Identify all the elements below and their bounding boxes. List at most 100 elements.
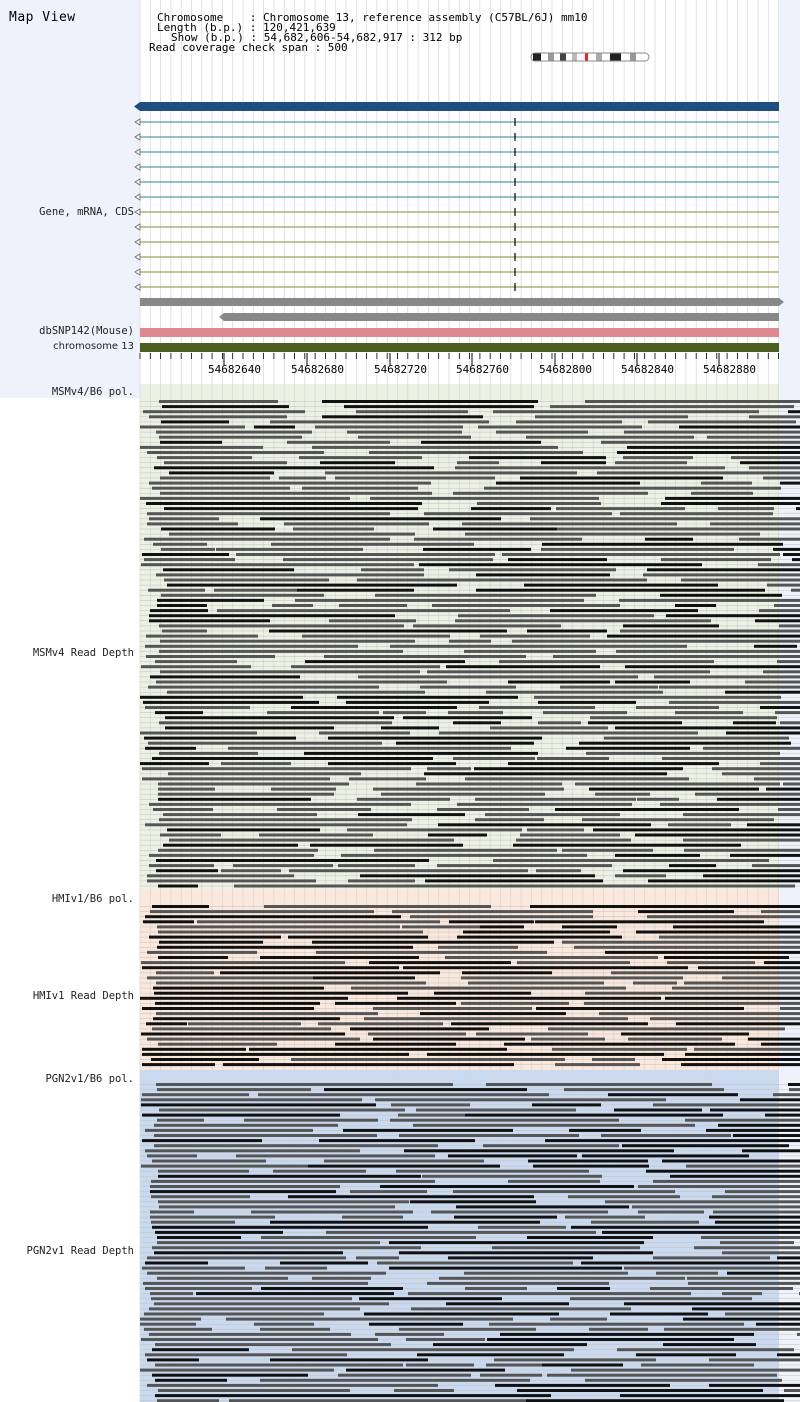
read-bar [659, 935, 800, 939]
read-bar [156, 573, 424, 577]
read-bar [517, 961, 630, 965]
read-bar [154, 1134, 377, 1137]
map-view-title: Map View [9, 10, 76, 25]
read-bar [759, 609, 800, 613]
read-bar [575, 782, 780, 786]
read-bar [142, 1113, 340, 1117]
read-bar [147, 976, 313, 980]
read-bar [315, 425, 463, 429]
read-bar [151, 1179, 435, 1183]
left-panel [0, 0, 140, 398]
read-bar [607, 634, 800, 638]
read-bar [146, 655, 275, 658]
read-bar [163, 813, 317, 817]
read-bar [229, 1399, 526, 1402]
read-bar [454, 1215, 557, 1219]
read-bar [144, 1312, 324, 1316]
read-bar [480, 1373, 542, 1377]
read-bar [147, 1271, 386, 1275]
read-bar [438, 945, 518, 949]
read-bar [140, 425, 245, 429]
read-bar [520, 833, 620, 837]
read-bar [446, 1302, 569, 1306]
read-bar [760, 706, 800, 709]
read-bar [457, 802, 632, 806]
read-bar [601, 1134, 731, 1137]
read-bar [446, 665, 600, 669]
read-bar [492, 1246, 640, 1250]
read-bar [347, 430, 462, 434]
read-bar [433, 527, 557, 531]
transcript-arrow [134, 208, 141, 216]
read-bar [422, 1174, 602, 1178]
read-bar [627, 445, 800, 449]
read-bar [478, 1225, 566, 1229]
read-bar [161, 593, 324, 597]
track-label-hmi-depth: HMIv1 Read Depth [32, 990, 134, 1002]
read-bar [489, 1322, 744, 1326]
read-bar [167, 828, 320, 832]
read-bar [437, 808, 529, 811]
read-bar [589, 1327, 648, 1331]
read-bar [536, 1007, 744, 1010]
read-bar [581, 1261, 800, 1265]
read-bar [163, 843, 298, 847]
read-bar [312, 1276, 371, 1280]
read-bar [155, 1230, 283, 1234]
read-bar [524, 583, 718, 587]
read-bar [158, 1042, 277, 1046]
read-bar [773, 1093, 800, 1097]
read-bar [244, 1118, 378, 1122]
read-bar [226, 1317, 513, 1321]
read-bar [457, 461, 499, 465]
read-bar [155, 1001, 320, 1005]
read-bar [464, 649, 596, 653]
read-bar [484, 486, 781, 490]
read-bar [527, 629, 607, 633]
chromosome-ideogram[interactable] [530, 52, 650, 62]
read-bar [648, 879, 800, 883]
read-bar [158, 848, 318, 852]
read-bar [620, 512, 773, 516]
gene-gray-bar-2 [224, 313, 779, 321]
read-bar [390, 1118, 619, 1122]
read-bar [381, 726, 439, 730]
read-bar [439, 1276, 685, 1280]
read-bar [764, 961, 800, 965]
read-bar [402, 925, 480, 929]
read-bar [288, 1195, 534, 1199]
read-bar [158, 1169, 249, 1173]
read-bar [328, 762, 456, 766]
read-bar [608, 1093, 738, 1097]
read-bar [158, 1174, 421, 1178]
read-bar [160, 639, 415, 643]
read-bar [502, 553, 780, 556]
read-bar [156, 1083, 453, 1086]
read-bar [335, 476, 495, 480]
read-bar [304, 751, 538, 755]
read-bar [142, 966, 399, 970]
read-bar [610, 1312, 708, 1316]
read-bar [153, 986, 324, 990]
read-bar [406, 1363, 474, 1367]
read-bar [155, 1394, 449, 1398]
read-bar [152, 1225, 428, 1229]
read-bar [152, 905, 209, 908]
read-bar [712, 1195, 800, 1199]
read-bar [156, 859, 429, 862]
read-bar [424, 512, 612, 516]
read-bar [756, 1322, 800, 1326]
read-bar [535, 415, 688, 419]
transcript-arrow [134, 253, 141, 261]
read-bar [159, 940, 263, 944]
read-bar [351, 986, 626, 990]
read-bar [277, 808, 371, 811]
read-bar [143, 700, 319, 704]
read-bar [328, 736, 542, 740]
read-bar [420, 685, 516, 689]
read-bar [483, 1144, 619, 1148]
read-bar [783, 553, 800, 556]
read-bar [681, 1063, 800, 1067]
read-bar [797, 1332, 800, 1336]
read-bar [357, 578, 647, 582]
